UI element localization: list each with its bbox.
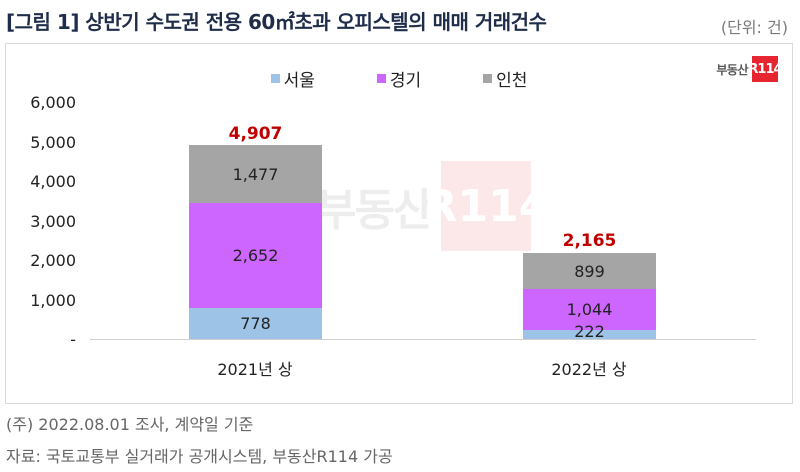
bar-segment-incheon: 1,477 <box>189 145 322 203</box>
brand-logo: 부동산 R114 <box>716 56 783 82</box>
bar-segment-gyeonggi: 2,652 <box>189 203 322 308</box>
y-tick-5000: 5,000 <box>30 133 76 152</box>
watermark-r114-icon: R114 <box>424 161 549 251</box>
bar-segment-seoul: 222 <box>523 324 656 340</box>
x-label-2021: 2021년 상 <box>217 360 293 379</box>
watermark-text: 부동산 <box>316 185 433 236</box>
footnote-survey: (주) 2022.08.01 조사, 계약일 기준 <box>6 415 254 434</box>
legend-label: 경기 <box>389 71 422 91</box>
segment-value: 2,652 <box>232 246 279 265</box>
y-tick-4000: 4,000 <box>30 172 76 191</box>
segment-value: 899 <box>574 261 605 281</box>
bar-2022: 899 1,044 222 <box>523 253 656 340</box>
brand-text: 부동산 <box>716 62 748 77</box>
legend-swatch-seoul <box>270 74 280 83</box>
chart-frame: 부동산 R114 부동산 R114 서울 경기 인천 6,000 5,000 4… <box>5 43 793 404</box>
legend-item-seoul: 서울 <box>270 66 315 91</box>
bar-segment-incheon: 899 <box>523 253 656 289</box>
x-axis-baseline <box>90 339 756 340</box>
legend-item-gyeonggi: 경기 <box>376 66 422 91</box>
figure-title: [그림 1] 상반기 수도권 전용 60㎡초과 오피스텔의 매매 거래건수 <box>6 10 547 34</box>
segment-value: 1,477 <box>232 164 279 184</box>
segment-value: 778 <box>240 314 271 333</box>
legend-label: 인천 <box>496 71 528 91</box>
segment-value: 222 <box>574 322 605 341</box>
legend-label: 서울 <box>283 71 315 91</box>
bar-segment-gyeonggi: 1,044 <box>523 289 656 330</box>
unit-label: (단위: 건) <box>720 18 788 37</box>
chart-legend: 서울 경기 인천 <box>6 66 792 91</box>
total-label-2022: 2,165 <box>562 231 617 251</box>
bar-2021: 1,477 2,652 778 <box>189 145 322 339</box>
bar-segment-seoul: 778 <box>189 308 322 339</box>
segment-value: 1,044 <box>566 300 613 319</box>
legend-item-incheon: 인천 <box>483 66 527 91</box>
y-tick-1000: 1,000 <box>30 291 76 310</box>
brand-r114-icon: R114 <box>748 56 783 82</box>
total-label-2021: 4,907 <box>228 124 283 144</box>
y-tick-2000: 2,000 <box>30 251 76 270</box>
y-tick-0: - <box>70 330 76 349</box>
x-label-2022: 2022년 상 <box>551 360 627 379</box>
legend-swatch-incheon <box>483 74 493 83</box>
y-tick-3000: 3,000 <box>30 212 76 231</box>
y-tick-6000: 6,000 <box>30 93 76 112</box>
legend-swatch-gyeonggi <box>376 74 386 83</box>
footnote-source: 자료: 국토교통부 실거래가 공개시스템, 부동산R114 가공 <box>6 447 393 466</box>
watermark: 부동산 R114 <box>316 161 549 251</box>
